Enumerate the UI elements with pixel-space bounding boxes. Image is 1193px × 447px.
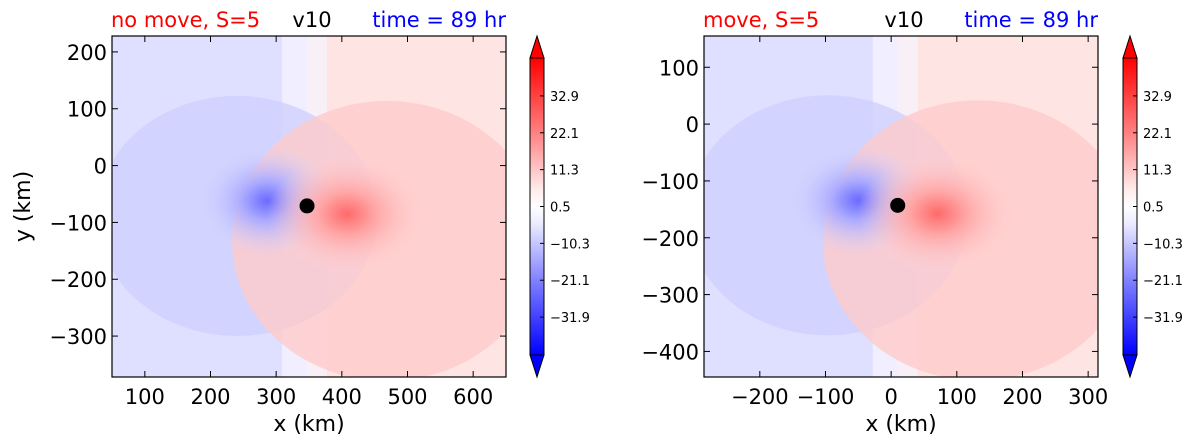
v10-field bbox=[704, 36, 1098, 377]
y-tick-label: −300 bbox=[641, 284, 699, 308]
x-tick-label: 300 bbox=[1068, 385, 1108, 409]
colorbar-tick-label: 11.3 bbox=[1143, 164, 1172, 179]
storm-center-marker bbox=[299, 198, 315, 214]
title-left: no move, S=5 bbox=[111, 8, 260, 32]
y-tick-label: 0 bbox=[686, 113, 699, 137]
v10-field bbox=[112, 36, 506, 377]
plot-frame bbox=[111, 35, 507, 378]
colorbar-tick-label: 22.1 bbox=[550, 127, 579, 142]
positive-core bbox=[857, 153, 1018, 274]
x-tick-label: −200 bbox=[731, 385, 789, 409]
x-tick-label: 200 bbox=[1002, 385, 1042, 409]
storm-center-marker bbox=[890, 197, 906, 213]
x-axis-label: x (km) bbox=[273, 412, 344, 437]
title-center: v10 bbox=[884, 8, 923, 32]
y-tick-label: −200 bbox=[641, 227, 699, 251]
y-tick-label: −100 bbox=[49, 211, 107, 235]
y-tick-label: 100 bbox=[67, 98, 107, 122]
plot-frame bbox=[703, 35, 1099, 378]
colorbar-tick-label: 32.9 bbox=[1143, 90, 1172, 105]
y-tick-label: −100 bbox=[641, 170, 699, 194]
x-tick-label: 200 bbox=[190, 385, 230, 409]
chart-panel-0: 100 200 300 400 500 600 200 100 0 −100 −200 −300 x (… bbox=[11, 8, 590, 437]
y-tick-label: −200 bbox=[49, 268, 107, 292]
colorbar-tick-label: 32.9 bbox=[550, 90, 579, 105]
colorbar-tick-label: −31.9 bbox=[1143, 311, 1183, 326]
colorbar-extend-top bbox=[529, 34, 545, 59]
colorbar-tick-label: 0.5 bbox=[550, 201, 571, 216]
x-axis-label: x (km) bbox=[865, 412, 936, 437]
y-tick-label: 0 bbox=[94, 155, 107, 179]
colorbar-tick-label: −21.1 bbox=[550, 274, 590, 289]
x-tick-label: 100 bbox=[937, 385, 977, 409]
colorbar-tick-label: 22.1 bbox=[1143, 127, 1172, 142]
colorbar-tick-label: −10.3 bbox=[550, 237, 590, 252]
x-tick-label: 400 bbox=[322, 385, 362, 409]
y-tick-label: 200 bbox=[67, 41, 107, 65]
y-tick-label: −400 bbox=[641, 340, 699, 364]
colorbar-extend-top bbox=[1122, 34, 1138, 59]
colorbar-tick-label: −21.1 bbox=[1143, 274, 1183, 289]
colorbar: 32.9 22.1 11.3 0.5 −10.3 −21.1 −31.9 bbox=[529, 34, 590, 379]
colorbar-tick-label: −10.3 bbox=[1143, 237, 1183, 252]
colorbar-tick-label: 11.3 bbox=[550, 164, 579, 179]
chart-panel-1: −200 −100 0 100 200 300 100 0 −100 −200 −300 −400 x … bbox=[641, 8, 1183, 437]
colorbar-extend-bottom bbox=[1122, 354, 1138, 379]
x-tick-label: 600 bbox=[453, 385, 493, 409]
title-center: v10 bbox=[292, 8, 331, 32]
title-left: move, S=5 bbox=[703, 8, 819, 32]
x-tick-label: 0 bbox=[884, 385, 897, 409]
x-tick-label: 300 bbox=[256, 385, 296, 409]
colorbar-extend-bottom bbox=[529, 354, 545, 379]
title-right: time = 89 hr bbox=[372, 8, 506, 32]
y-axis-label: y (km) bbox=[11, 171, 36, 242]
positive-core bbox=[267, 153, 428, 274]
y-tick-label: −300 bbox=[49, 325, 107, 349]
x-tick-label: 500 bbox=[387, 385, 427, 409]
x-tick-label: −100 bbox=[797, 385, 855, 409]
y-tick-label: 100 bbox=[659, 56, 699, 80]
colorbar-tick-label: −31.9 bbox=[550, 311, 590, 326]
x-tick-label: 100 bbox=[125, 385, 165, 409]
colorbar-tick-label: 0.5 bbox=[1143, 201, 1164, 216]
title-right: time = 89 hr bbox=[964, 8, 1098, 32]
colorbar: 32.9 22.1 11.3 0.5 −10.3 −21.1 −31.9 bbox=[1122, 34, 1183, 379]
